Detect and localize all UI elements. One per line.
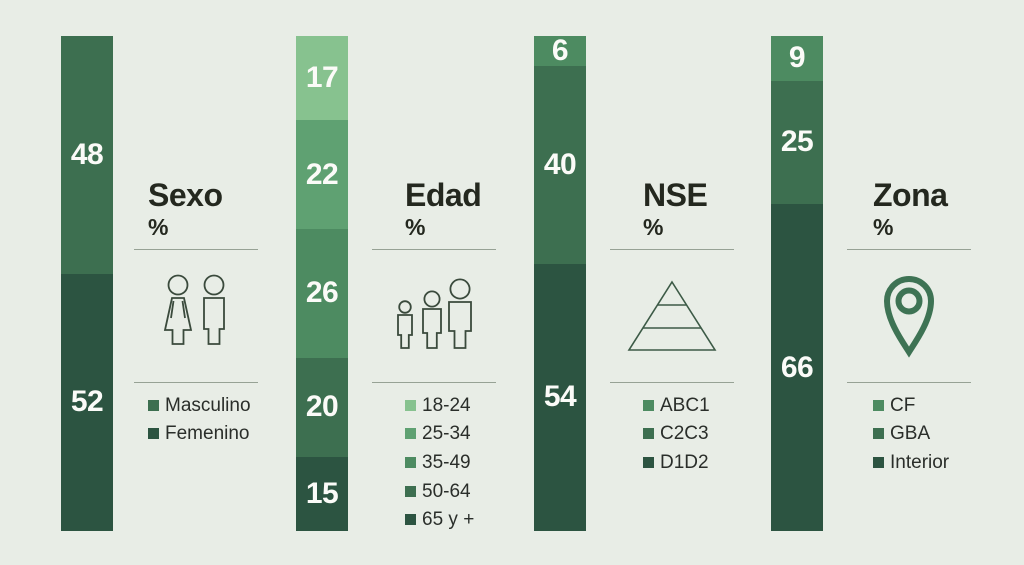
legend-label: 65 y + <box>422 509 475 531</box>
legend-item: 65 y + <box>405 505 496 534</box>
info-panel-edad: Edad % 18-24 25-34 35-49 50-64 65 y + <box>372 178 496 534</box>
info-panel-zona: Zona % CF GBA Interior <box>847 178 971 477</box>
chart-title: Zona <box>873 177 948 213</box>
separator-line <box>610 382 734 383</box>
legend-swatch <box>643 456 654 468</box>
legend-swatch <box>148 428 159 440</box>
bar-segment: 15 <box>296 456 348 532</box>
legend-label: D1D2 <box>660 451 709 473</box>
legend-swatch <box>643 399 654 411</box>
male-female-icon <box>134 250 258 382</box>
legend-sexo: Masculino Femenino <box>134 391 258 448</box>
legend-item: GBA <box>873 420 971 449</box>
chart-unit: % <box>405 214 426 240</box>
legend-item: 18-24 <box>405 391 496 420</box>
legend-label: 25-34 <box>422 423 471 445</box>
legend-label: CF <box>890 394 916 416</box>
legend-label: Femenino <box>165 423 250 445</box>
legend-label: ABC1 <box>660 394 710 416</box>
legend-edad: 18-24 25-34 35-49 50-64 65 y + <box>372 391 496 534</box>
legend-nse: ABC1 C2C3 D1D2 <box>610 391 734 477</box>
bar-segment: 6 <box>534 35 586 66</box>
separator-line <box>372 249 496 250</box>
legend-item: 50-64 <box>405 477 496 506</box>
bar-segment: 52 <box>61 273 113 531</box>
legend-swatch <box>405 428 416 440</box>
pyramid-icon <box>610 250 734 382</box>
bar-segment: 66 <box>771 204 823 531</box>
separator-line <box>847 249 971 250</box>
legend-swatch <box>405 399 416 411</box>
bar-segment: 22 <box>296 120 348 230</box>
legend-swatch <box>405 514 416 526</box>
legend-item: 35-49 <box>405 448 496 477</box>
legend-item: ABC1 <box>643 391 734 420</box>
legend-label: C2C3 <box>660 423 709 445</box>
legend-label: Masculino <box>165 394 251 416</box>
legend-item: Masculino <box>148 391 258 420</box>
chart-title: Sexo <box>148 177 223 213</box>
legend-label: GBA <box>890 423 931 445</box>
bar-segment: 20 <box>296 357 348 457</box>
stacked-bar-sexo: 48 52 <box>61 36 113 531</box>
separator-line <box>610 249 734 250</box>
bar-segment: 54 <box>534 263 586 531</box>
separator-line <box>134 249 258 250</box>
age-groups-people-icon <box>372 250 496 382</box>
bar-segment: 9 <box>771 36 823 81</box>
legend-zona: CF GBA Interior <box>847 391 971 477</box>
legend-item: 25-34 <box>405 420 496 449</box>
map-pin-icon <box>847 250 971 382</box>
chart-title: Edad <box>405 177 482 213</box>
info-panel-sexo: Sexo % Masculino Femenino <box>134 178 258 448</box>
chart-unit: % <box>873 214 894 240</box>
bar-segment: 25 <box>771 80 823 205</box>
bar-segment: 17 <box>296 36 348 121</box>
chart-unit: % <box>148 214 169 240</box>
bar-segment: 40 <box>534 65 586 264</box>
legend-label: Interior <box>890 451 950 473</box>
stacked-bar-nse: 6 40 54 <box>534 35 586 531</box>
legend-item: Interior <box>873 448 971 477</box>
legend-swatch <box>873 428 884 440</box>
bar-segment: 26 <box>296 229 348 358</box>
legend-label: 50-64 <box>422 480 471 502</box>
legend-swatch <box>873 456 884 468</box>
separator-line <box>847 382 971 383</box>
legend-swatch <box>405 485 416 497</box>
legend-item: CF <box>873 391 971 420</box>
info-panel-nse: NSE % ABC1 C2C3 D1D2 <box>610 178 734 477</box>
legend-label: 35-49 <box>422 451 471 473</box>
separator-line <box>372 382 496 383</box>
chart-unit: % <box>643 214 664 240</box>
stacked-bar-zona: 9 25 66 <box>771 36 823 531</box>
separator-line <box>134 382 258 383</box>
legend-swatch <box>405 456 416 468</box>
stacked-bar-edad: 17 22 26 20 15 <box>296 36 348 532</box>
legend-item: D1D2 <box>643 448 734 477</box>
legend-item: Femenino <box>148 420 258 449</box>
bar-segment: 48 <box>61 36 113 274</box>
legend-swatch <box>873 399 884 411</box>
legend-swatch <box>643 428 654 440</box>
legend-label: 18-24 <box>422 394 471 416</box>
legend-item: C2C3 <box>643 420 734 449</box>
legend-swatch <box>148 399 159 411</box>
chart-title: NSE <box>643 177 708 213</box>
